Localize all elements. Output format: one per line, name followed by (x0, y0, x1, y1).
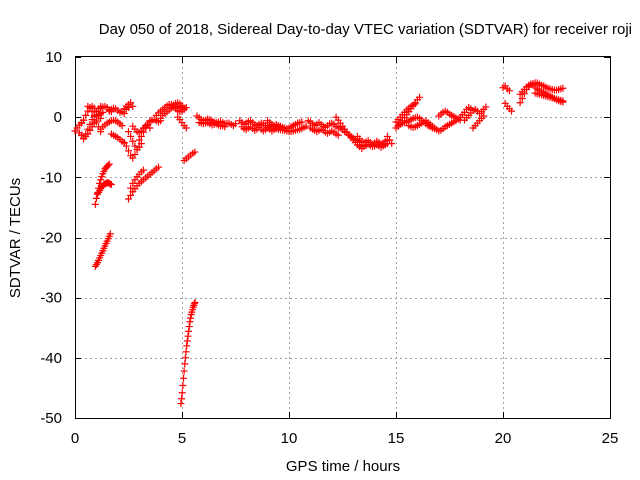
chart-title: Day 050 of 2018, Sidereal Day-to-day VTE… (99, 21, 632, 38)
x-tick-label: 5 (178, 430, 186, 447)
y-tick-label: -10 (40, 169, 62, 186)
data-point (182, 354, 189, 361)
data-point (186, 323, 193, 330)
x-tick-label: 20 (495, 430, 512, 447)
y-tick-label: 10 (45, 49, 62, 66)
y-tick-label: -20 (40, 230, 62, 247)
data-point (184, 337, 191, 344)
data-point (180, 375, 187, 382)
y-tick-label: -30 (40, 290, 62, 307)
data-point (181, 368, 188, 375)
data-point (183, 342, 190, 349)
data-point (187, 315, 194, 322)
y-tick-label: 0 (54, 109, 62, 126)
data-point (92, 201, 99, 208)
data-point (191, 300, 198, 307)
y-tick-label: -40 (40, 350, 62, 367)
plot-frame (76, 57, 611, 419)
data-point (179, 382, 186, 389)
data-point (185, 328, 192, 335)
data-point (183, 348, 190, 355)
data-point (179, 389, 186, 396)
x-axis-label: GPS time / hours (286, 458, 400, 475)
data-point (177, 400, 184, 407)
data-point (186, 318, 193, 325)
gridlines (75, 57, 610, 418)
sdtvar-scatter-chart: Day 050 of 2018, Sidereal Day-to-day VTE… (0, 0, 640, 480)
y-tick-label: -50 (40, 410, 62, 427)
data-points (72, 79, 567, 407)
x-tick-label: 25 (602, 430, 619, 447)
data-point (181, 360, 188, 367)
y-axis-label: SDTVAR / TECUs (7, 178, 24, 298)
x-tick-label: 15 (388, 430, 405, 447)
data-point (178, 395, 185, 402)
data-point (93, 195, 100, 202)
x-tick-label: 0 (71, 430, 79, 447)
x-tick-label: 10 (281, 430, 298, 447)
data-point (184, 333, 191, 340)
